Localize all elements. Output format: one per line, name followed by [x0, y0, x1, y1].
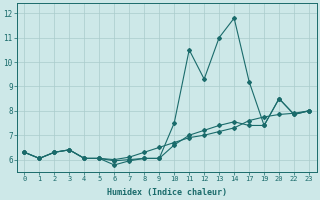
X-axis label: Humidex (Indice chaleur): Humidex (Indice chaleur)	[107, 188, 227, 197]
